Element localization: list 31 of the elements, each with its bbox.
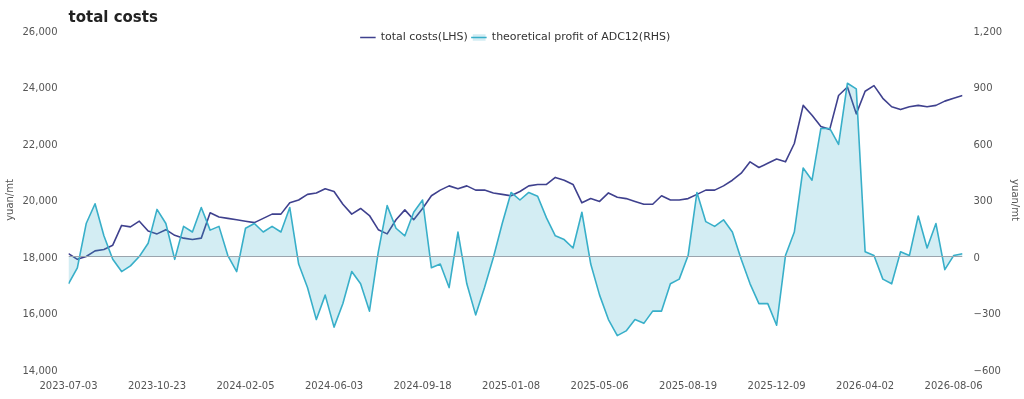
y-tick-label: 14,000 xyxy=(22,364,58,376)
x-tick-label: 2023-07-03 xyxy=(39,379,98,391)
y-tick-label: 22,000 xyxy=(22,138,58,150)
y2-tick-label: 600 xyxy=(973,138,993,150)
x-tick-label: 2026-04-02 xyxy=(836,379,895,391)
x-tick-label: 2024-06-03 xyxy=(304,379,364,391)
legend-label: total costs(LHS) xyxy=(380,30,468,43)
x-tick-label: 2025-12-09 xyxy=(747,379,806,391)
x-tick-label: 2024-09-18 xyxy=(393,379,452,391)
y-tick-label: 24,000 xyxy=(22,82,58,93)
x-tick-label: 2025-08-19 xyxy=(659,379,718,391)
y-axis-title: yuan/mt xyxy=(3,179,15,221)
y-tick-label: 26,000 xyxy=(22,25,58,37)
y-tick-label: 20,000 xyxy=(22,195,58,206)
y2-tick-label: −300 xyxy=(973,308,1001,319)
chart-title: total costs xyxy=(68,7,158,26)
y2-tick-label: 0 xyxy=(973,251,980,263)
x-tick-label: 2024-02-05 xyxy=(216,379,275,391)
y2-tick-label: 300 xyxy=(973,195,993,206)
y-tick-label: 16,000 xyxy=(22,308,58,319)
y2-axis-title: yuan/mt xyxy=(1010,179,1022,221)
y2-tick-label: −600 xyxy=(973,364,1001,376)
line-series xyxy=(68,84,963,261)
x-tick-label: 2025-05-06 xyxy=(570,379,629,391)
y-tick-label: 18,000 xyxy=(22,251,58,263)
y2-tick-label: 1,200 xyxy=(973,25,1003,37)
legend-label: theoretical profit of ADC12(RHS) xyxy=(491,30,671,43)
y2-tick-label: 900 xyxy=(973,82,993,93)
x-tick-label: 2025-01-08 xyxy=(482,379,541,391)
x-tick-label: 2023-10-23 xyxy=(127,379,187,391)
x-tick-label: 2026-08-06 xyxy=(924,379,983,391)
